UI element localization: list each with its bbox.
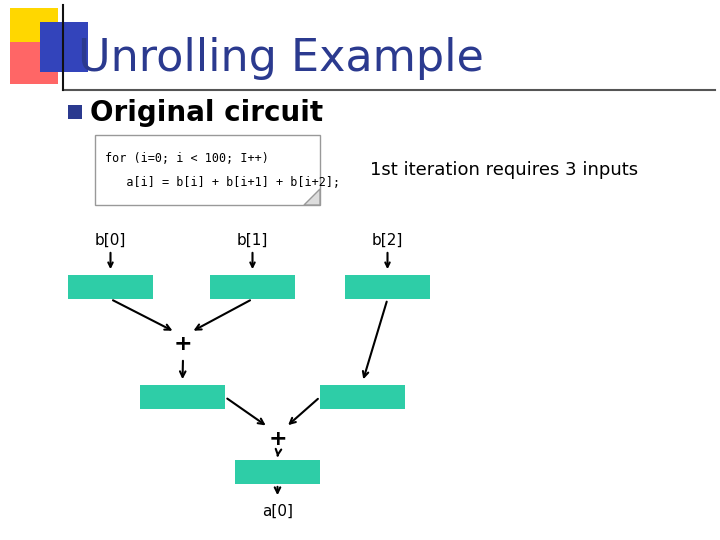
Bar (305, 190, 320, 205)
Polygon shape (304, 189, 320, 205)
Bar (68, 275, 153, 299)
Text: a[0]: a[0] (262, 503, 293, 518)
Bar (320, 385, 405, 409)
Text: +: + (174, 334, 192, 354)
Text: Original circuit: Original circuit (90, 99, 323, 127)
Text: b[2]: b[2] (372, 233, 403, 247)
Bar (10, 8, 58, 50)
Bar (140, 385, 225, 409)
Bar (210, 275, 295, 299)
Bar (10, 42, 58, 84)
Text: for (i=0; i < 100; I++): for (i=0; i < 100; I++) (105, 152, 269, 165)
Text: Unrolling Example: Unrolling Example (78, 37, 484, 79)
Bar (68, 105, 82, 119)
Text: b[0]: b[0] (95, 233, 126, 247)
Bar (40, 22, 88, 72)
Bar (95, 135, 320, 205)
Text: +: + (269, 429, 287, 449)
Bar (345, 275, 430, 299)
Text: 1st iteration requires 3 inputs: 1st iteration requires 3 inputs (370, 161, 638, 179)
Bar (235, 460, 320, 484)
Text: a[i] = b[i] + b[i+1] + b[i+2];: a[i] = b[i] + b[i+1] + b[i+2]; (105, 177, 340, 190)
Text: b[1]: b[1] (237, 233, 268, 247)
